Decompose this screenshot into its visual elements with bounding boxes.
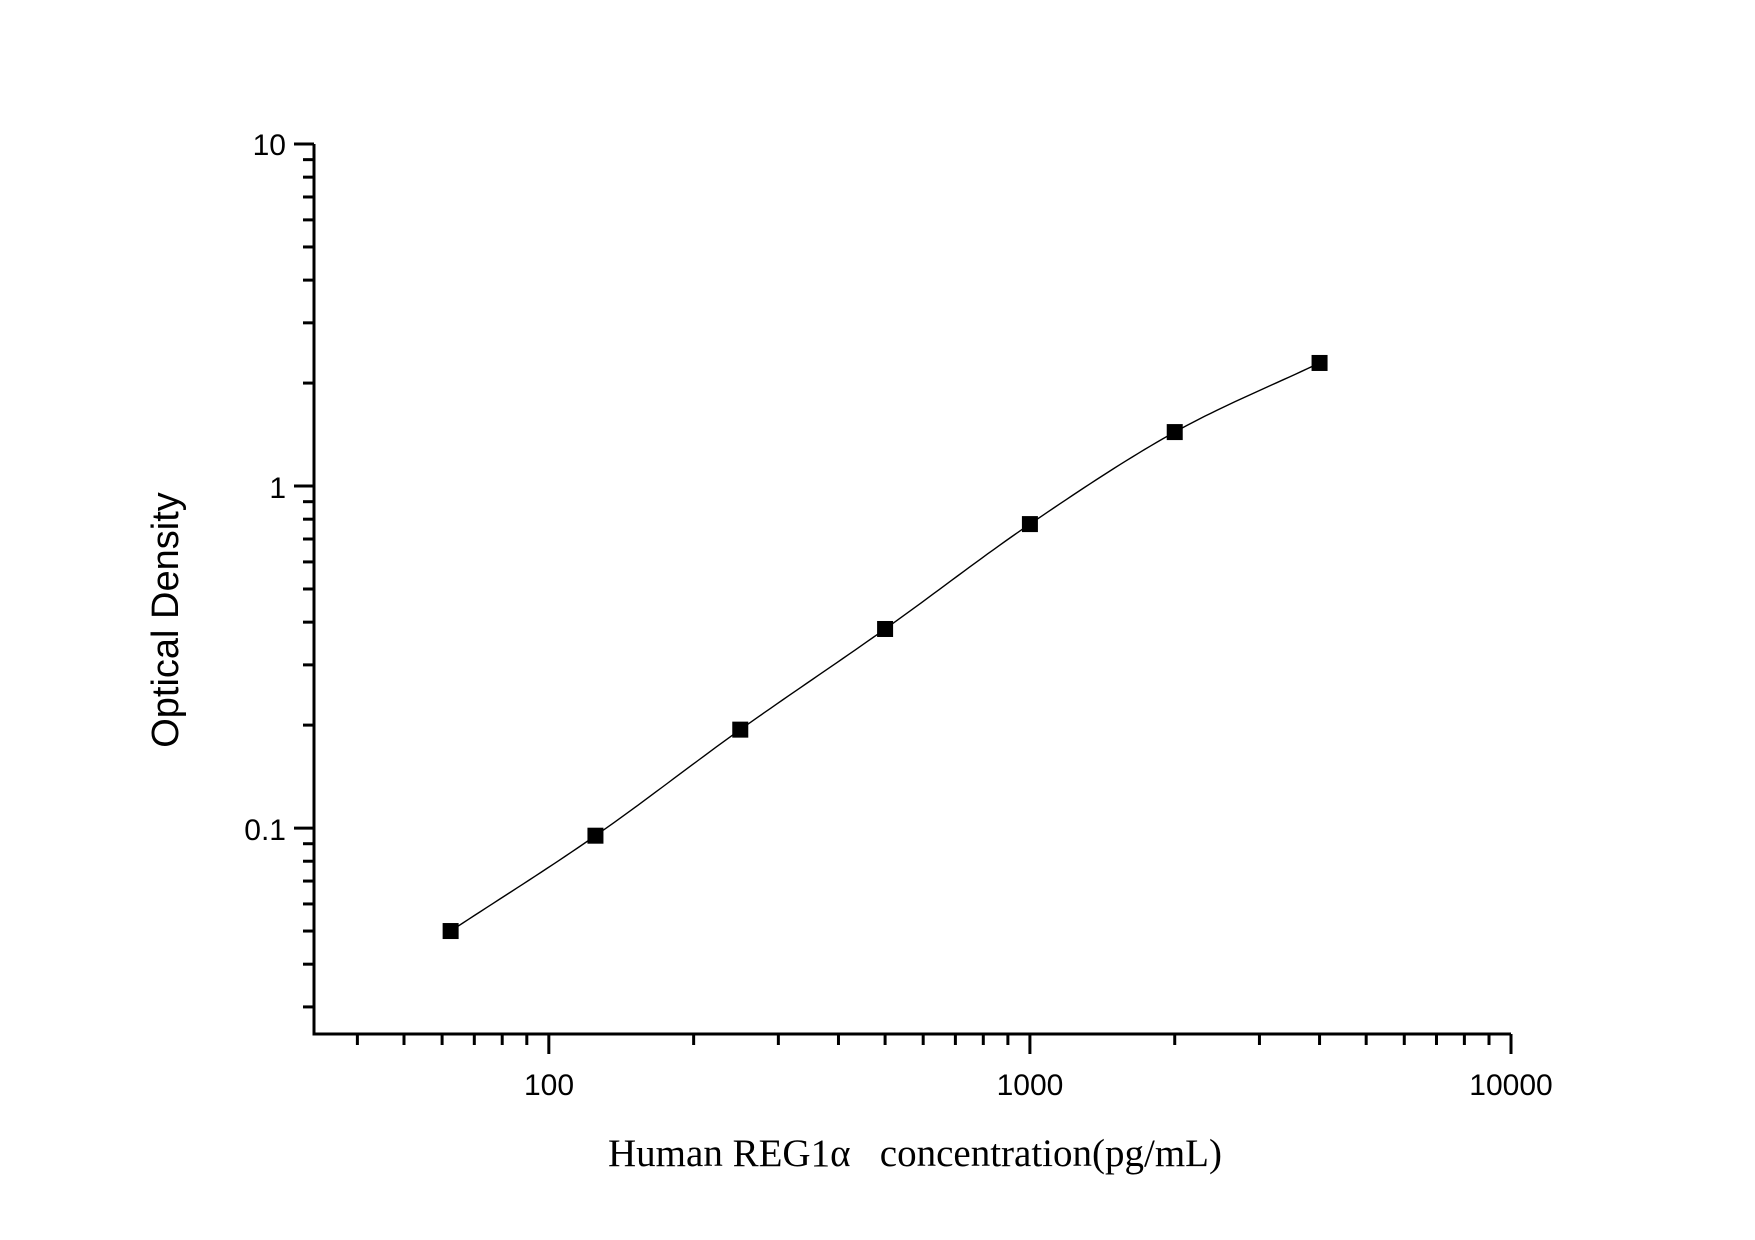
x-tick-label-1000: 1000 — [997, 1069, 1064, 1102]
y-tick-label-1: 1 — [269, 472, 286, 505]
y-axis-title: Optical Density — [145, 492, 187, 748]
data-point-square-icon — [1311, 354, 1328, 371]
data-point-square-icon — [587, 827, 604, 844]
x-tick-label-10000: 10000 — [1469, 1069, 1552, 1102]
data-point-square-icon — [1021, 516, 1038, 533]
data-point-square-icon — [732, 721, 749, 738]
fit-curve — [450, 362, 1320, 932]
y-tick-label-0-1: 0.1 — [244, 814, 286, 847]
data-point-square-icon — [877, 620, 894, 637]
x-tick-label-100: 100 — [524, 1069, 574, 1102]
y-tick-label-10: 10 — [253, 129, 286, 162]
data-point-square-icon — [1166, 424, 1183, 441]
x-axis-title: Human REG1α concentration(pg/mL) — [608, 1132, 1222, 1175]
data-point-square-icon — [442, 923, 459, 940]
data-points — [442, 354, 1328, 940]
fit-curve-path — [450, 362, 1320, 932]
axes — [294, 142, 1513, 1054]
